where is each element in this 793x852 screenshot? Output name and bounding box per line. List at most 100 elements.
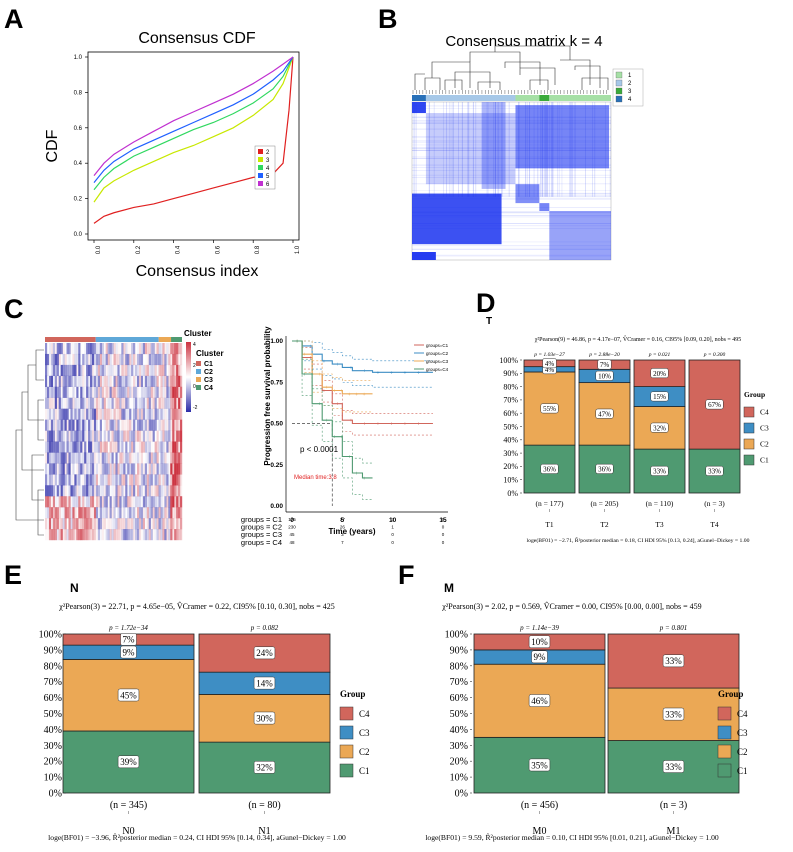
heatmap-cell (86, 397, 89, 409)
heatmap-cell (52, 430, 55, 442)
heatmap-cell (111, 474, 114, 486)
heatmap-cell (150, 463, 153, 475)
heatmap-cell (129, 474, 132, 486)
heatmap-cell (86, 485, 89, 497)
bar-value-label-box (542, 358, 557, 369)
heatmap-cell (129, 419, 132, 431)
heatmap-cell (152, 463, 155, 475)
heatmap-cell (99, 518, 102, 530)
heatmap-cell (86, 518, 89, 530)
heatmap-cell (51, 496, 53, 507)
heatmap-cell (62, 343, 65, 355)
heatmap-cell (64, 364, 67, 377)
heatmap-cell (56, 397, 59, 409)
heatmap-cell (117, 529, 120, 541)
heatmap-cell (156, 397, 159, 409)
heatmap-cell (140, 430, 144, 442)
heatmap-cell (50, 397, 54, 409)
heatmap-cell (111, 463, 114, 475)
heatmap-cell (64, 441, 67, 453)
heatmap-cell (64, 529, 67, 541)
heatmap-cell (48, 496, 52, 508)
matrix-block (539, 203, 550, 212)
cdf-ytick-label: 0.2 (74, 197, 83, 203)
bar-bayes-line: loge(BF01) = −3.96, R̂²posterior median … (48, 832, 346, 842)
heatmap-cell (140, 364, 144, 377)
heatmap-cell (144, 496, 147, 508)
bar-n-label: (n = 345) (110, 800, 147, 811)
heatmap-cell (78, 408, 81, 420)
heatmap-cell (121, 485, 124, 497)
heatmap-cell (170, 343, 173, 355)
heatmap-cell (144, 441, 147, 453)
heatmap-cell (50, 408, 54, 420)
heatmap-cell (168, 375, 171, 387)
heatmap-cell (136, 507, 140, 519)
km-censor-mark: + (296, 339, 299, 345)
heatmap-cell (60, 474, 63, 486)
heatmap-cell (48, 343, 52, 355)
heatmap-cell (95, 463, 99, 475)
km-ci-lower (292, 340, 433, 436)
heatmap-cell (123, 430, 126, 442)
heatmap-cell (117, 397, 120, 409)
heatmap-cell (170, 452, 173, 464)
bar-legend-label: C4 (760, 408, 769, 417)
heatmap-cell (76, 408, 79, 420)
bar-legend-label: C4 (737, 709, 748, 719)
heatmap-cell (80, 343, 82, 354)
cdf-line-k5 (93, 56, 294, 184)
heatmap-cell (148, 463, 151, 475)
heatmap-cell (103, 474, 106, 486)
heatmap-cell (88, 375, 91, 387)
heatmap-cell (82, 507, 85, 519)
heatmap-cell (148, 397, 151, 409)
cluster-legend-label: C3 (204, 377, 213, 384)
heatmap-cell (148, 441, 151, 453)
heatmap-cell (97, 485, 100, 497)
heatmap-cell (129, 398, 131, 409)
heatmap-cell (52, 485, 55, 497)
heatmap-cell (178, 452, 181, 464)
heatmap-cell (74, 353, 77, 366)
heatmap-cell (82, 408, 85, 420)
heatmap-cell (180, 419, 183, 431)
heatmap-cell (123, 343, 126, 355)
heatmap-cell (166, 441, 169, 453)
heatmap-cell (109, 386, 112, 398)
heatmap-cell (119, 397, 122, 409)
heatmap-cell (180, 397, 183, 409)
cdf-ytick-label: 0.0 (74, 232, 83, 238)
heatmap-cell (105, 430, 108, 442)
bar-legend-swatch (339, 763, 354, 778)
heatmap-cell (48, 463, 52, 475)
heatmap-cell (48, 397, 52, 409)
heatmap-cell (54, 452, 57, 464)
heatmap-cell (70, 375, 73, 387)
heatmap-cell (109, 364, 112, 377)
heatmap-cell (60, 397, 63, 409)
bar-ytick-label: 50% (450, 709, 468, 720)
heatmap-cell (101, 474, 104, 486)
heatmap-cell (170, 518, 173, 530)
heatmap-cell (62, 518, 65, 530)
km-censor-mark: + (303, 352, 306, 358)
heatmap-cell (56, 518, 59, 530)
heatmap-cell (68, 375, 71, 387)
heatmap-cell (157, 365, 159, 376)
heatmap-cell (141, 496, 143, 507)
heatmap-cell (117, 485, 120, 497)
heatmap-cell (136, 353, 140, 366)
heatmap-cell (97, 397, 100, 409)
heatmap-cell (160, 386, 163, 398)
heatmap-cell (113, 485, 116, 497)
heatmap-cell (164, 375, 167, 387)
heatmap-cell (78, 529, 81, 541)
heatmap-cell (48, 441, 52, 453)
heatmap-cell (56, 452, 59, 464)
heatmap-cell (146, 364, 149, 377)
heatmap-cell (91, 353, 95, 366)
heatmap-cell (60, 343, 63, 355)
bar-value-label: 33% (708, 468, 721, 476)
